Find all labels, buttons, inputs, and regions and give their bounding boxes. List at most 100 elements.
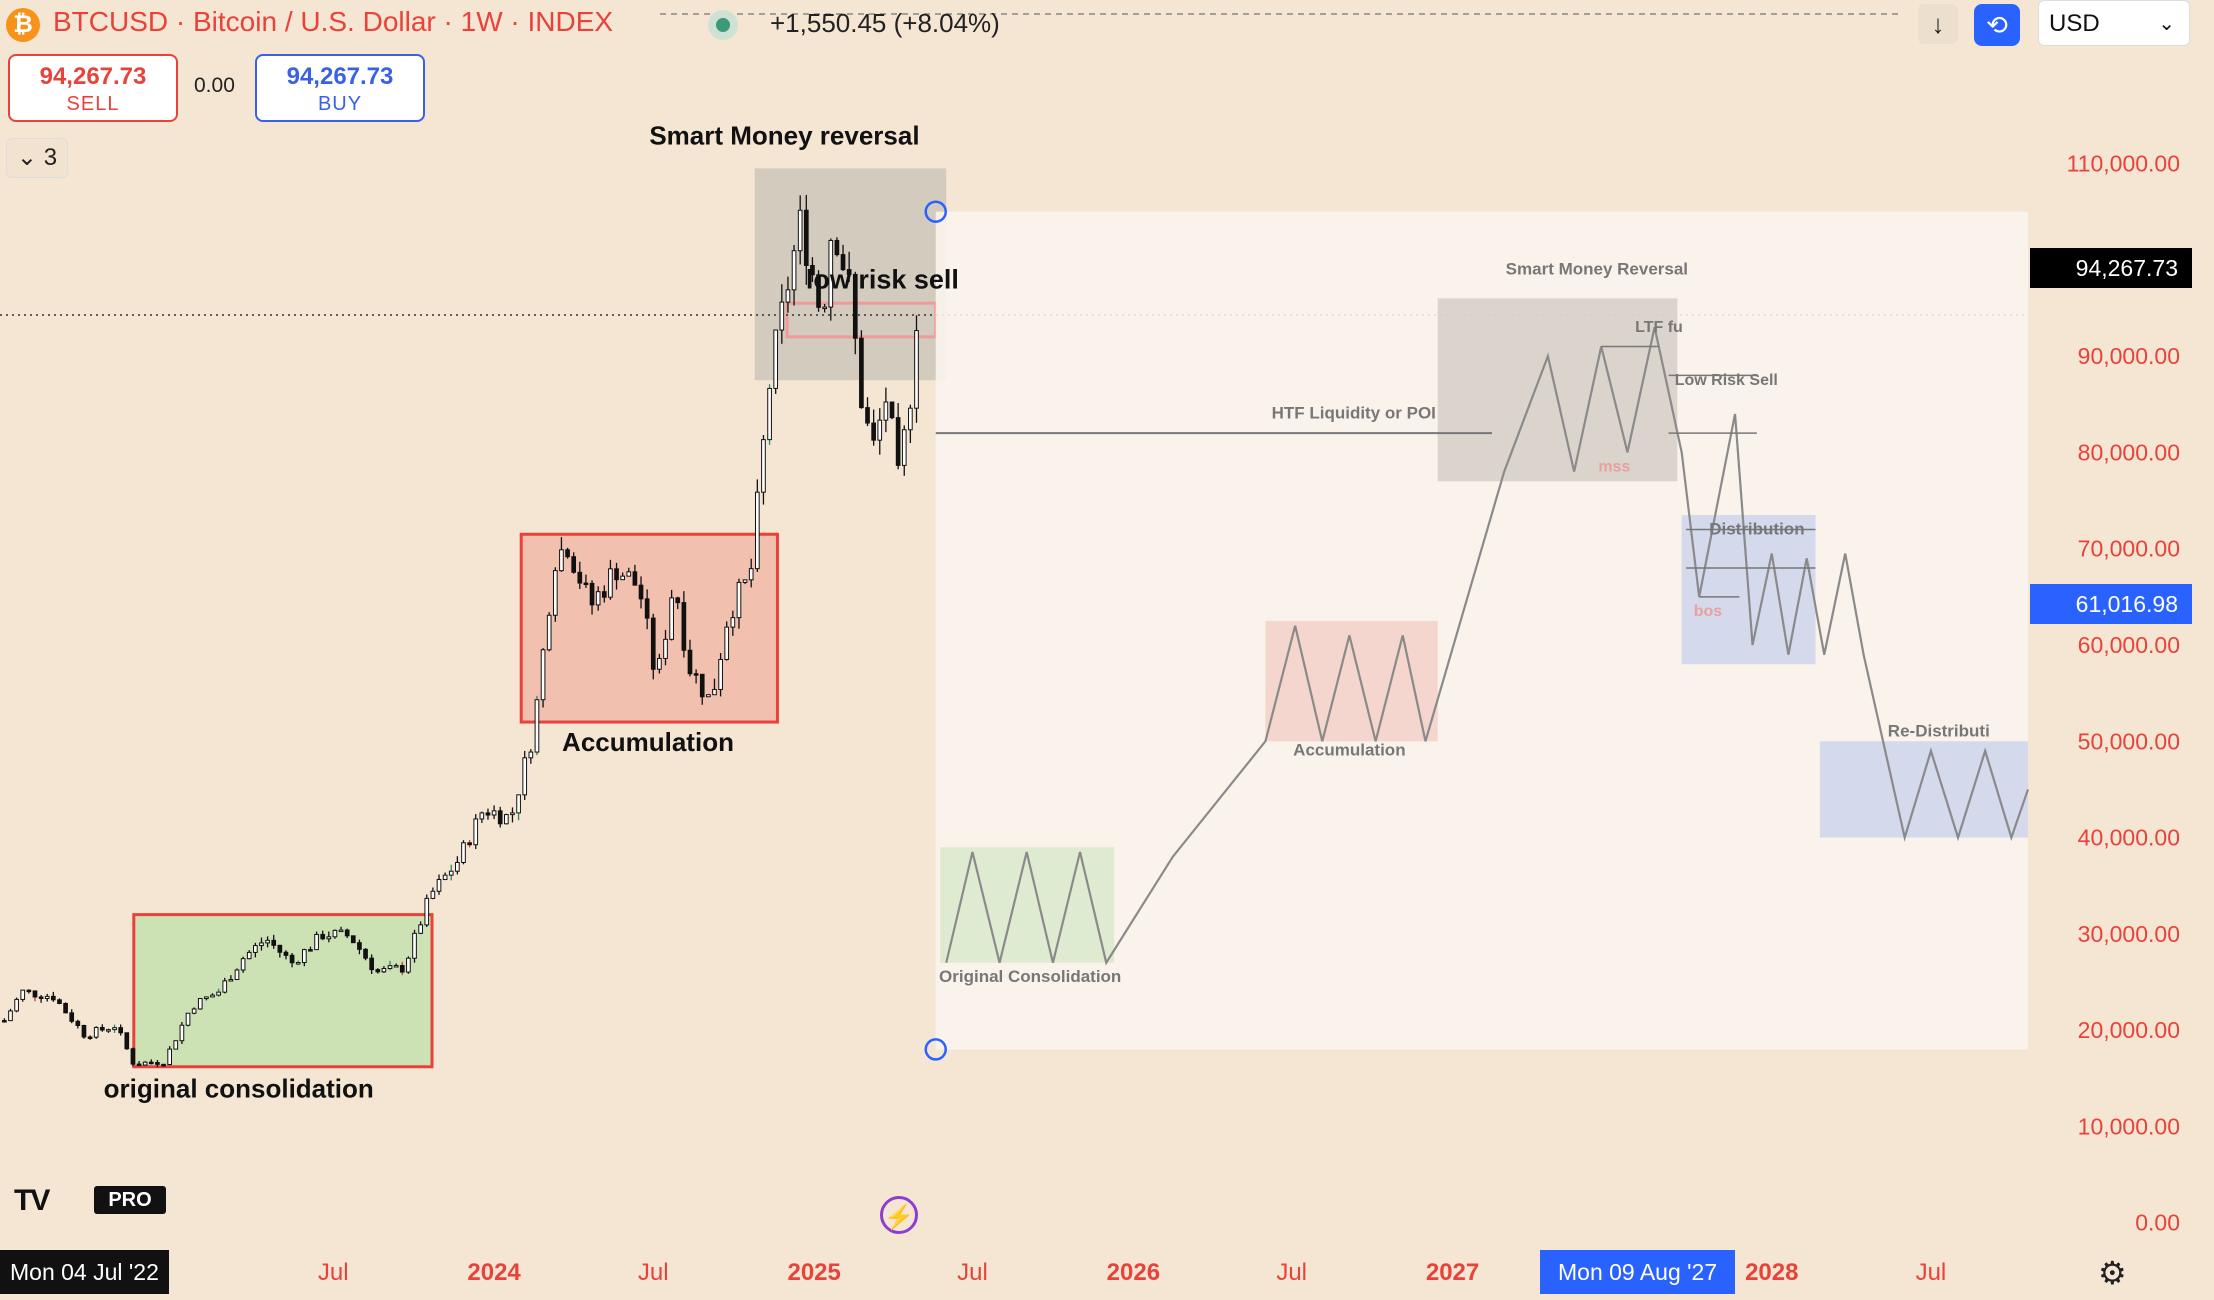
candle-body-104 xyxy=(638,584,644,600)
candle-body-65 xyxy=(399,965,405,973)
candle-body-31 xyxy=(191,1008,197,1014)
candle-body-17 xyxy=(106,1029,111,1032)
candle-body-1 xyxy=(8,1010,13,1022)
candle-body-145 xyxy=(889,401,895,419)
time-tick-0: Jul xyxy=(318,1259,349,1286)
candle-body-105 xyxy=(644,598,650,619)
candle-body-14 xyxy=(87,1036,93,1039)
indicators-toggle[interactable]: ⌄ 3 xyxy=(6,138,68,178)
candle-body-60 xyxy=(369,957,375,971)
candle-body-126 xyxy=(773,329,779,389)
price-tick-0: 0.00 xyxy=(2135,1210,2180,1236)
time-tick-7: 2027 xyxy=(1426,1259,1479,1286)
candle-body-75 xyxy=(461,842,466,863)
candle-body-42 xyxy=(259,942,264,947)
candle-body-39 xyxy=(240,958,246,971)
candle-body-146 xyxy=(895,417,901,466)
indicators-count: 3 xyxy=(43,144,58,171)
candle-body-63 xyxy=(387,965,393,970)
candle-body-19 xyxy=(118,1027,124,1034)
price-tick-7: 70,000.00 xyxy=(2078,536,2180,562)
sell-label: SELL xyxy=(66,93,120,115)
download-arrow-icon[interactable]: ↓ xyxy=(1918,4,1958,44)
annotation-2: Accumulation xyxy=(562,727,734,757)
schematic-label-9: Re-Distributi xyxy=(1888,721,1990,740)
candle-body-128 xyxy=(785,289,791,303)
candle-body-131 xyxy=(803,209,809,266)
candle-body-8 xyxy=(51,995,56,1001)
tv-logo-mark: TV xyxy=(14,1184,50,1217)
candle-body-95 xyxy=(583,582,589,586)
candle-body-38 xyxy=(234,969,240,981)
candle-body-129 xyxy=(791,250,797,291)
candle-body-68 xyxy=(418,924,423,934)
price-axis: 0.00 10,000.00 20,000.00 30,000.00 40,000.00… xyxy=(2065,151,2180,1236)
candle-body-67 xyxy=(412,932,417,959)
price-tick-5: 50,000.00 xyxy=(2078,728,2180,754)
candle-body-120 xyxy=(736,581,742,619)
candle-body-66 xyxy=(406,957,411,973)
time-tick-1: 2024 xyxy=(467,1259,521,1286)
spread-value: 0.00 xyxy=(194,74,235,97)
candle-body-7 xyxy=(44,995,50,999)
candle-body-117 xyxy=(718,658,723,690)
currency-select[interactable]: USD ⌄ xyxy=(2038,0,2190,46)
tradingview-logo[interactable]: TV PRO xyxy=(14,1180,166,1218)
candle-body-76 xyxy=(467,842,472,846)
candle-body-73 xyxy=(448,870,454,876)
sync-icon[interactable]: ⟲ xyxy=(1974,4,2020,46)
candle-body-83 xyxy=(510,812,515,816)
time-tick-3: 2025 xyxy=(787,1259,840,1286)
candle-body-88 xyxy=(540,649,546,701)
candle-body-119 xyxy=(730,617,736,628)
candle-body-143 xyxy=(877,419,883,441)
candle-body-44 xyxy=(271,939,277,946)
zone-0 xyxy=(132,913,434,1069)
schematic-label-1: LTF fu xyxy=(1635,319,1683,336)
candle-body-34 xyxy=(210,994,215,998)
candle-body-102 xyxy=(626,571,632,577)
settings-icon[interactable]: ⚙ xyxy=(2098,1255,2127,1291)
candle-body-15 xyxy=(93,1026,99,1038)
candles xyxy=(2,194,919,1068)
candle-body-113 xyxy=(693,673,699,676)
symbol-title[interactable]: BTCUSD · Bitcoin / U.S. Dollar · 1W · IN… xyxy=(53,6,614,37)
candle-body-54 xyxy=(332,929,338,938)
candle-body-96 xyxy=(589,582,595,606)
schematic-panel: Smart Money Reversal LTF fu Low Risk Sell H… xyxy=(935,211,2030,1050)
candle-body-139 xyxy=(852,273,858,339)
candle-body-62 xyxy=(381,968,387,973)
candle-body-106 xyxy=(650,617,656,670)
candle-body-46 xyxy=(283,951,289,956)
buy-price: 94,267.73 xyxy=(286,63,394,90)
lightning-icon[interactable]: ⚡ xyxy=(880,1196,918,1234)
candle-body-127 xyxy=(779,301,785,331)
candle-body-144 xyxy=(883,401,889,421)
candle-body-99 xyxy=(608,568,613,598)
candle-body-78 xyxy=(479,812,485,820)
candle-body-32 xyxy=(197,998,203,1010)
candle-body-147 xyxy=(901,429,907,466)
annotation-3: original consolidation xyxy=(104,1074,374,1104)
buy-button[interactable]: 94,267.73 BUY xyxy=(255,54,425,122)
candle-body-28 xyxy=(173,1040,179,1050)
candle-body-26 xyxy=(161,1063,166,1067)
sell-button[interactable]: 94,267.73 SELL xyxy=(8,54,178,122)
price-tick-1: 10,000.00 xyxy=(2078,1113,2180,1139)
candle-body-25 xyxy=(155,1062,160,1065)
candle-body-112 xyxy=(687,649,693,675)
market-status-icon[interactable] xyxy=(708,10,738,40)
candle-body-35 xyxy=(216,991,221,996)
candle-body-87 xyxy=(534,699,540,753)
candle-body-101 xyxy=(620,575,625,581)
candle-body-33 xyxy=(204,996,209,1000)
cursor-price-tag: 61,016.98 xyxy=(2030,584,2192,624)
schematic-label-5: Distribution xyxy=(1709,519,1804,538)
candle-body-80 xyxy=(491,810,497,816)
candle-body-36 xyxy=(222,980,228,993)
candle-body-138 xyxy=(846,269,852,275)
time-tick-9: Jul xyxy=(1916,1259,1947,1286)
price-tick-2: 20,000.00 xyxy=(2078,1017,2180,1043)
schematic-label-6: bos xyxy=(1694,603,1723,620)
